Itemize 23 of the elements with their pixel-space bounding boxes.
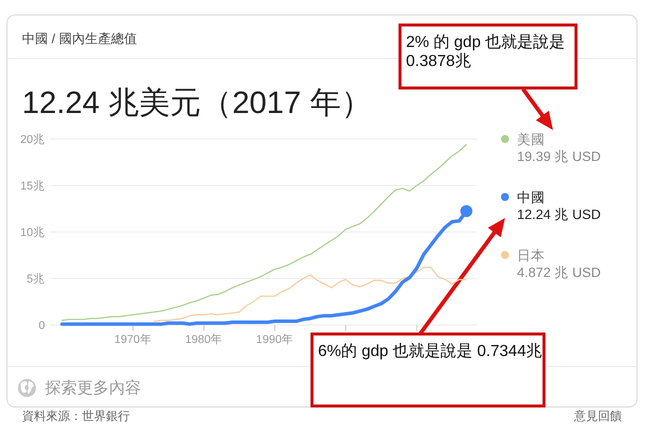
line-series [61,144,467,321]
text: 19.39 兆 USD [517,149,602,164]
legend-label: 美國 [517,132,545,147]
text: 探索更多內容 [45,379,141,397]
text: 2% 的 gdp 也就是說是 0.3878兆 [406,33,566,70]
text: 意見回饋 [573,409,622,423]
y-tick-label: 5兆 [26,272,45,286]
legend-label: 中國 [517,190,545,205]
x-tick-label: 1970年 [114,333,152,346]
y-tick-label: 10兆 [20,226,45,239]
legend-label: 日本 [517,248,545,263]
source-note: 資料來源：世界銀行 [22,409,130,423]
y-tick-label: 15兆 [20,180,45,192]
text: 4.872 兆 USD [517,265,602,280]
chart-subtitle: 12.24 兆美元（2017 年） [22,85,372,120]
x-tick-label: 1980年 [185,333,223,346]
text: 6%的 gdp 也就是說是 0.7344兆 [318,342,542,360]
y-tick-label: 0 [38,320,45,332]
line-series [154,266,467,322]
chart-title: 中國 / 國內生產總值 [22,31,137,46]
x-tick-label: 1990年 [256,333,294,346]
text: 12.24 兆 USD [517,207,602,222]
y-tick-label: 20兆 [20,133,45,146]
